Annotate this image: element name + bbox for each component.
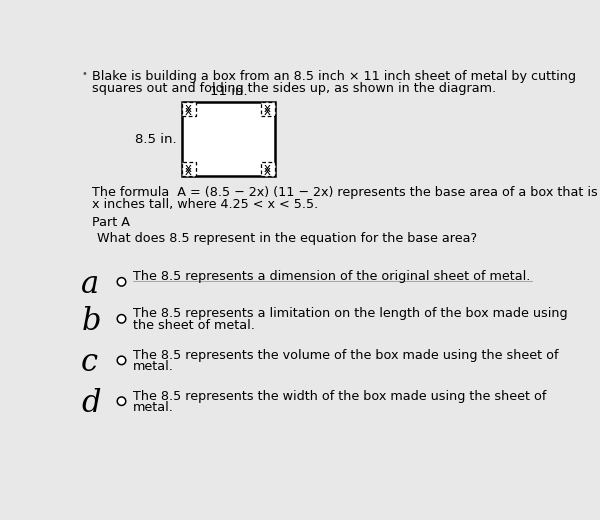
Bar [182, 162, 196, 176]
Circle shape [117, 315, 126, 323]
Text: b: b [81, 306, 101, 337]
Text: The formula  A = (8.5 − 2x) (11 − 2x) represents the base area of a box that is: The formula A = (8.5 − 2x) (11 − 2x) rep… [92, 186, 598, 199]
Circle shape [117, 397, 126, 406]
Text: x: x [263, 105, 271, 118]
Text: The 8.5 represents the volume of the box made using the sheet of: The 8.5 represents the volume of the box… [133, 349, 559, 362]
Text: What does 8.5 represent in the equation for the base area?: What does 8.5 represent in the equation … [97, 232, 477, 245]
Circle shape [117, 356, 126, 365]
Text: The 8.5 represents the width of the box made using the sheet of: The 8.5 represents the width of the box … [133, 389, 547, 402]
Text: 11 in.: 11 in. [209, 85, 247, 98]
Text: 8.5 in.: 8.5 in. [135, 133, 176, 146]
Text: The 8.5 represents a limitation on the length of the box made using: The 8.5 represents a limitation on the l… [133, 307, 568, 320]
Text: •: • [81, 69, 87, 79]
Text: x inches tall, where 4.25 < x < 5.5.: x inches tall, where 4.25 < x < 5.5. [92, 198, 319, 211]
Text: squares out and folding the sides up, as shown in the diagram.: squares out and folding the sides up, as… [92, 82, 496, 95]
Text: c: c [81, 347, 98, 378]
Text: Blake is building a box from an 8.5 inch × 11 inch sheet of metal by cutting: Blake is building a box from an 8.5 inch… [92, 70, 576, 83]
Bar [261, 162, 275, 176]
Text: x: x [263, 102, 271, 115]
Bar [261, 102, 275, 116]
Text: metal.: metal. [133, 360, 174, 373]
Text: x: x [184, 102, 191, 115]
Text: d: d [81, 388, 101, 419]
Text: x: x [184, 105, 191, 118]
Text: metal.: metal. [133, 401, 174, 414]
Text: x: x [263, 162, 271, 175]
Text: Part A: Part A [92, 216, 130, 229]
Text: The 8.5 represents a dimension of the original sheet of metal.: The 8.5 represents a dimension of the or… [133, 270, 530, 283]
Bar [182, 102, 196, 116]
Circle shape [117, 278, 126, 286]
Text: x: x [184, 162, 191, 175]
Text: the sheet of metal.: the sheet of metal. [133, 319, 255, 332]
Text: a: a [81, 269, 100, 300]
Text: x: x [184, 165, 191, 178]
Bar [182, 102, 275, 176]
Text: x: x [263, 165, 271, 178]
